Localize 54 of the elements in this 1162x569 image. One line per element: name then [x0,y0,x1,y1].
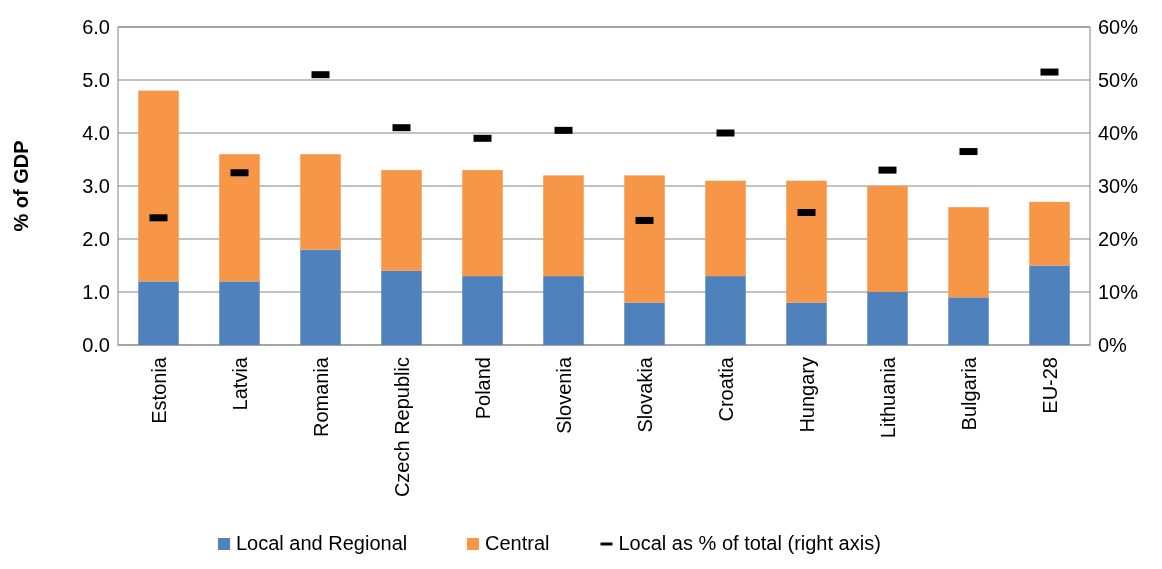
legend-label: Central [485,532,550,554]
x-tick-label: Hungary [795,357,818,433]
bar [219,154,260,282]
x-tick-label: Bulgaria [957,356,980,431]
bar [624,175,665,303]
bar [543,276,584,345]
bar [1029,265,1070,345]
legend-label: Local and Regional [236,532,408,554]
x-tick-label: Romania [309,356,332,438]
y2-tick-label: 0% [1098,334,1128,356]
bar [705,180,746,277]
bar [219,281,260,345]
bar [786,180,827,303]
y-tick-label: 1.0 [82,281,110,303]
y2-tick-label: 60% [1098,16,1139,38]
bar [624,302,665,345]
bar [948,207,989,298]
x-tick-label: Croatia [714,356,737,422]
bar [543,175,584,277]
bar [300,154,341,250]
y-tick-label: 3.0 [82,175,110,197]
x-tick-label: Czech Republic [390,357,413,498]
y-tick-label: 5.0 [82,69,110,91]
y2-tick-label: 40% [1098,122,1139,144]
bar [1029,201,1070,266]
y2-tick-label: 30% [1098,175,1139,197]
bar [948,297,989,345]
y-axis-title: % of GDP [10,140,32,232]
y-tick-label: 6.0 [82,16,110,38]
y-tick-label: 0.0 [82,334,110,356]
bar [462,170,503,277]
y2-tick-label: 50% [1098,69,1139,91]
bar [138,281,179,345]
bar [786,302,827,345]
x-tick-label: Estonia [147,356,170,424]
x-tick-label: Slovakia [633,356,656,433]
x-tick-label: EU-28 [1038,357,1061,414]
bar [300,249,341,345]
y-tick-label: 4.0 [82,122,110,144]
bar [867,292,908,345]
y2-tick-label: 20% [1098,228,1139,250]
bar [705,276,746,345]
bar [381,270,422,345]
y2-tick-label: 10% [1098,281,1139,303]
x-tick-label: Poland [471,357,494,420]
x-tick-label: Lithuania [876,356,899,439]
bar [381,170,422,271]
x-tick-label: Latvia [228,356,251,411]
bar [867,186,908,292]
bar [462,276,503,345]
bar [138,90,179,282]
x-tick-label: Slovenia [552,356,575,434]
y-tick-label: 2.0 [82,228,110,250]
legend-label: Local as % of total (right axis) [618,532,881,554]
